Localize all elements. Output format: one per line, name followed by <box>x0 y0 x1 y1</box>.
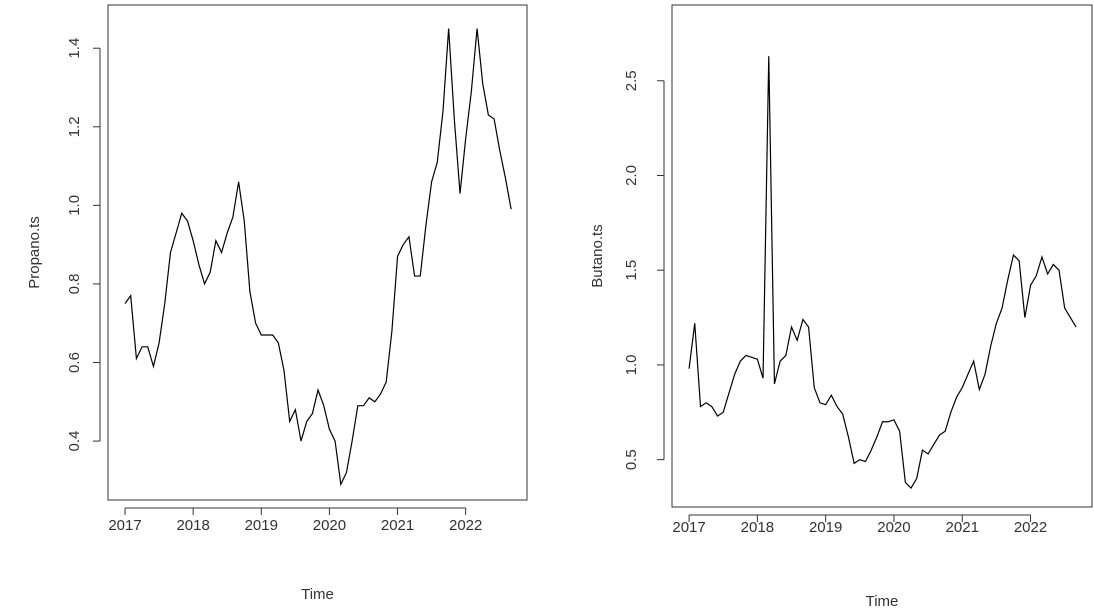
x-axis-label: Time <box>866 593 899 610</box>
x-tick-label: 2022 <box>1014 519 1047 536</box>
y-tick-label: 1.4 <box>66 38 83 59</box>
y-tick-label: 1.2 <box>66 116 83 137</box>
y-tick-label: 2.0 <box>623 165 640 186</box>
y-tick-label: 1.5 <box>623 260 640 281</box>
y-tick-label: 0.5 <box>623 449 640 470</box>
y-tick-label: 0.8 <box>66 273 83 294</box>
x-tick-label: 2017 <box>672 519 705 536</box>
x-tick-label: 2018 <box>176 517 209 534</box>
x-tick-label: 2019 <box>245 517 278 534</box>
data-line <box>124 28 512 487</box>
y-tick-label: 2.5 <box>623 70 640 91</box>
x-tick-label: 2022 <box>449 517 482 534</box>
y-axis-label: Butano.ts <box>589 224 606 287</box>
y-tick-label: 0.6 <box>66 352 83 373</box>
x-tick-label: 2019 <box>809 519 842 536</box>
x-tick-label: 2020 <box>877 519 910 536</box>
y-tick-label: 1.0 <box>66 195 83 216</box>
plot-box <box>107 4 528 501</box>
x-tick-label: 2021 <box>946 519 979 536</box>
y-axis-label: Propano.ts <box>26 216 43 289</box>
x-tick-label: 2020 <box>313 517 346 534</box>
data-line <box>688 56 1077 490</box>
x-tick-label: 2018 <box>741 519 774 536</box>
plot-box <box>671 4 1093 508</box>
y-tick-label: 1.0 <box>623 354 640 375</box>
x-tick-label: 2021 <box>381 517 414 534</box>
x-axis-label: Time <box>301 586 334 603</box>
x-tick-label: 2017 <box>108 517 141 534</box>
y-tick-label: 0.4 <box>66 431 83 452</box>
